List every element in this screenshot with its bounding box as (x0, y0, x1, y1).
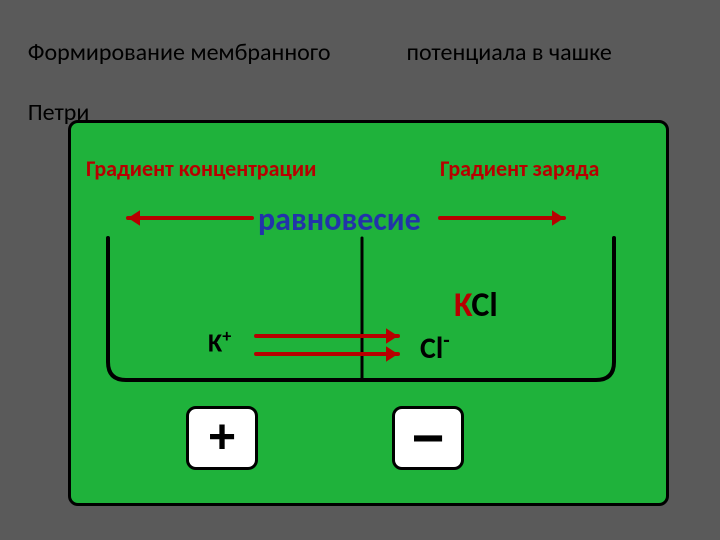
kcl-cl: Cl (471, 285, 497, 326)
minus-sign-box: − (392, 406, 464, 470)
overlay-svg (0, 0, 720, 540)
k-plus-k: K (208, 327, 222, 359)
plus-sign-text: + (208, 414, 236, 462)
plus-sign-box: + (186, 406, 258, 470)
kcl-k: K (454, 285, 471, 326)
slide-root: Формирование мембранного потенциала в ча… (0, 0, 720, 540)
cl-minus-text: Cl (420, 330, 443, 367)
cl-minus-sup: - (443, 327, 449, 353)
cl-minus-label: Cl- (420, 327, 450, 367)
k-plus-sup: + (222, 325, 231, 347)
k-plus-label: K+ (208, 325, 231, 359)
kcl-label: KCl (454, 285, 498, 326)
minus-sign-text: − (412, 410, 445, 466)
